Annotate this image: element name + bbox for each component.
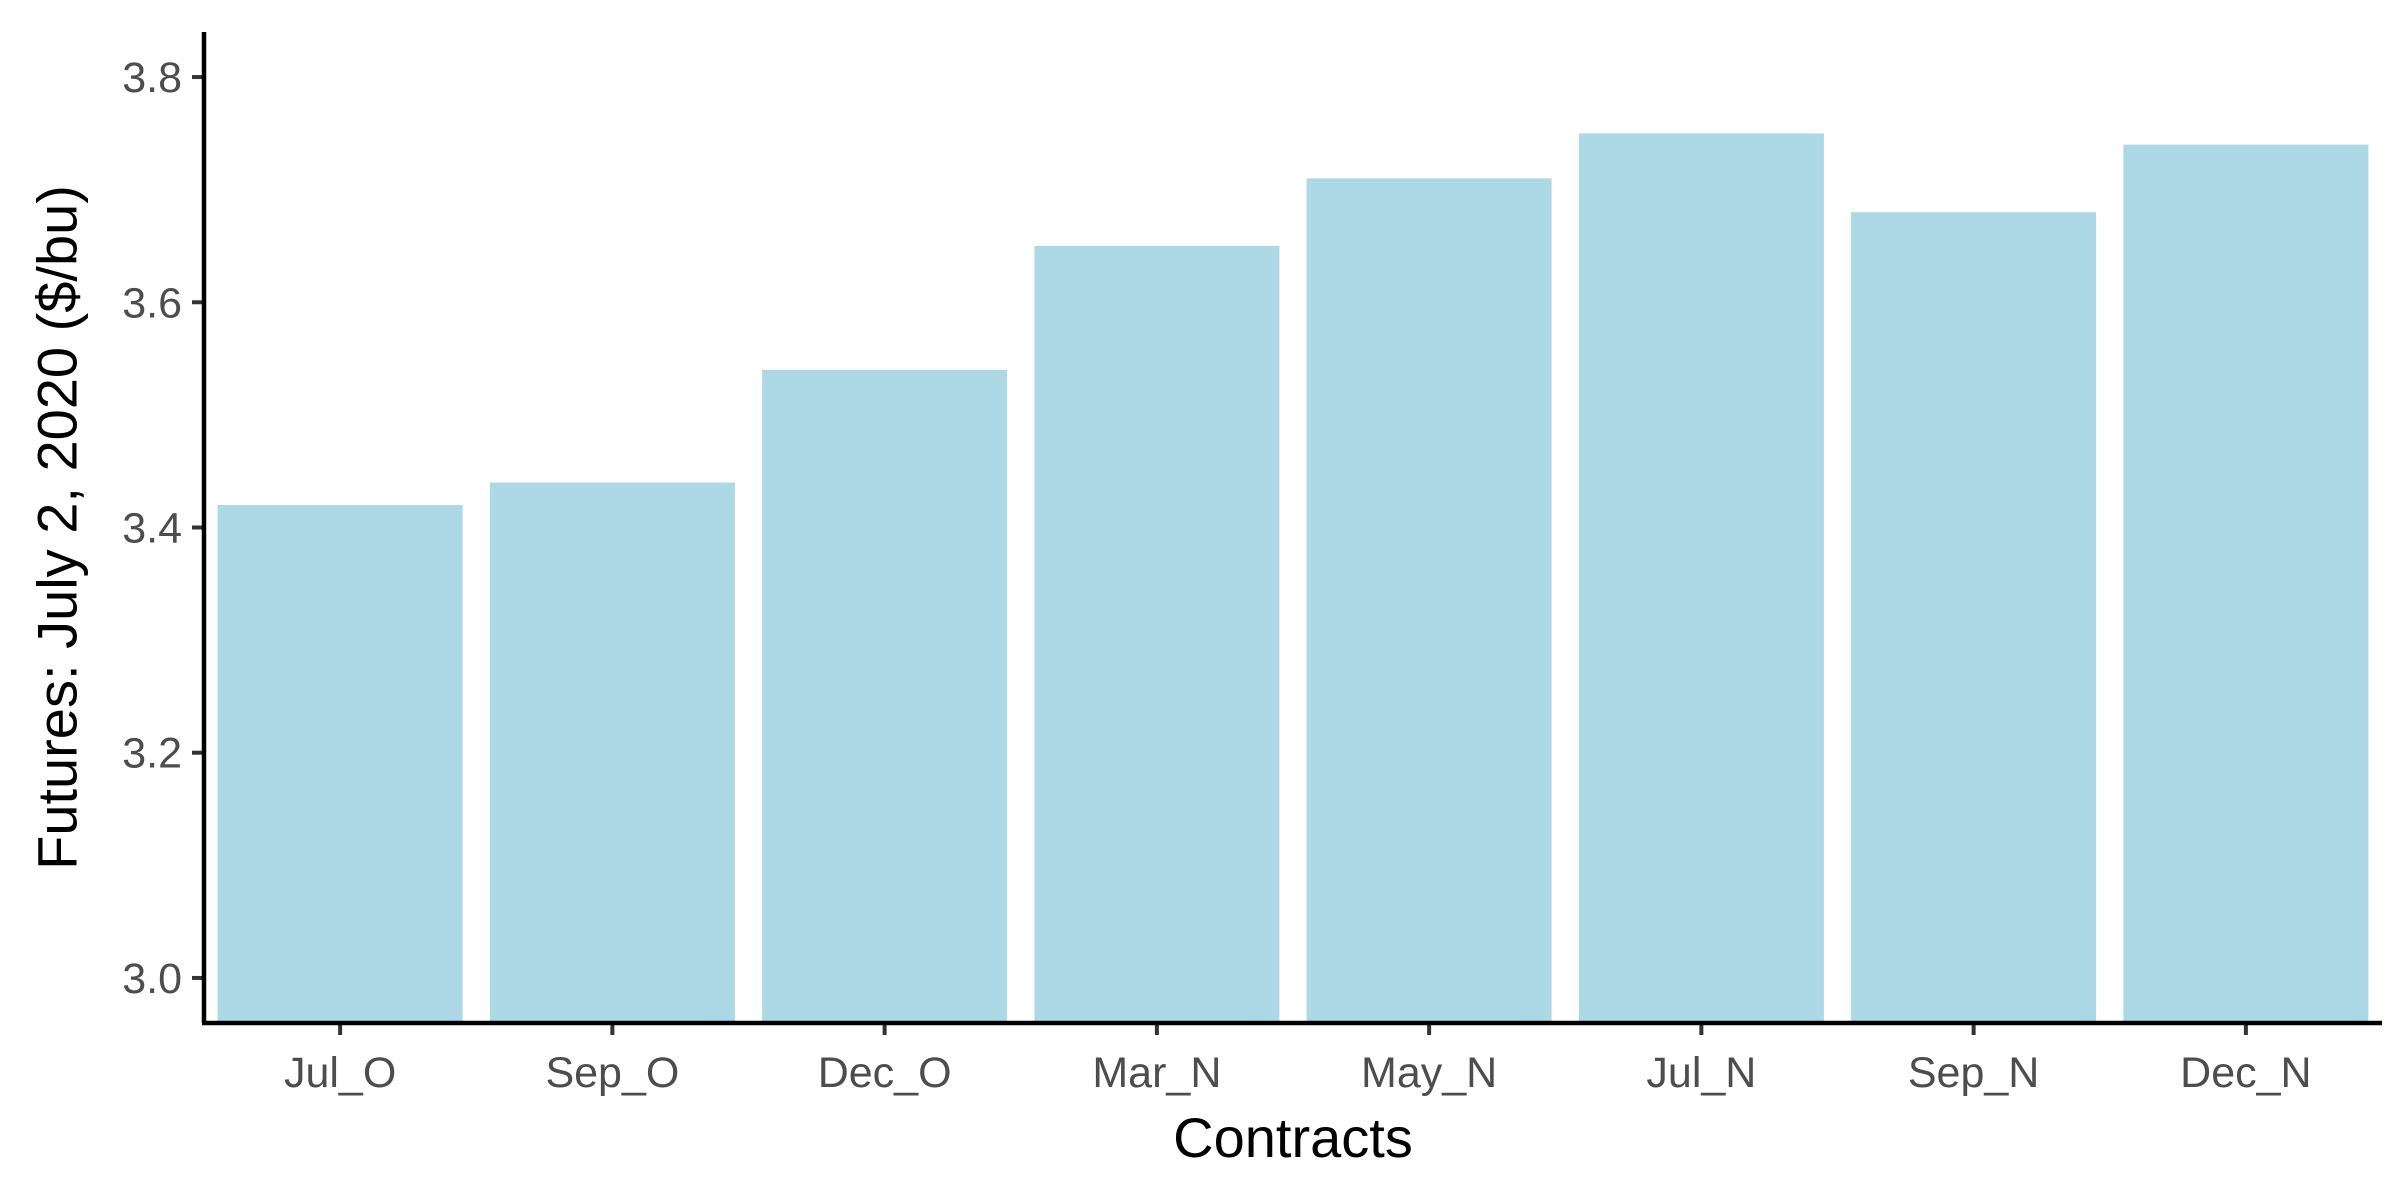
x-tick-label: Dec_N — [2180, 1049, 2311, 1097]
y-axis-title: Futures: July 2, 2020 ($/bu) — [26, 185, 89, 870]
bar-jul-n — [1578, 133, 1824, 1023]
x-tick-label: Sep_O — [545, 1049, 679, 1097]
y-tick-label: 3.4 — [122, 505, 182, 553]
x-tick-label: Dec_O — [818, 1049, 952, 1097]
x-tick-label: May_N — [1361, 1049, 1497, 1097]
bar-mar-n — [1034, 246, 1280, 1023]
y-tick-label: 3.0 — [122, 955, 182, 1003]
bars-group — [217, 133, 2369, 1024]
bar-sep-o — [489, 482, 735, 1023]
bar-dec-n — [2123, 144, 2369, 1024]
x-tick-label: Mar_N — [1092, 1049, 1221, 1097]
x-tick-label: Jul_N — [1646, 1049, 1756, 1097]
x-tick-label: Jul_O — [284, 1049, 396, 1097]
y-tick-label: 3.6 — [122, 279, 182, 327]
y-axis-ticks: 3.0 3.2 3.4 3.6 3.8 — [122, 54, 204, 1003]
bar-dec-o — [762, 369, 1008, 1023]
y-tick-label: 3.8 — [122, 54, 182, 102]
bar-jul-o — [217, 505, 463, 1023]
bar-sep-n — [1851, 212, 2097, 1023]
x-tick-label: Sep_N — [1908, 1049, 2039, 1097]
x-axis-title: Contracts — [1173, 1106, 1413, 1169]
x-axis-ticks: Jul_O Sep_O Dec_O Mar_N May_N Jul_N Sep_N Dec_N — [284, 1023, 2312, 1097]
y-tick-label: 3.2 — [122, 730, 182, 778]
bar-may-n — [1306, 178, 1552, 1023]
